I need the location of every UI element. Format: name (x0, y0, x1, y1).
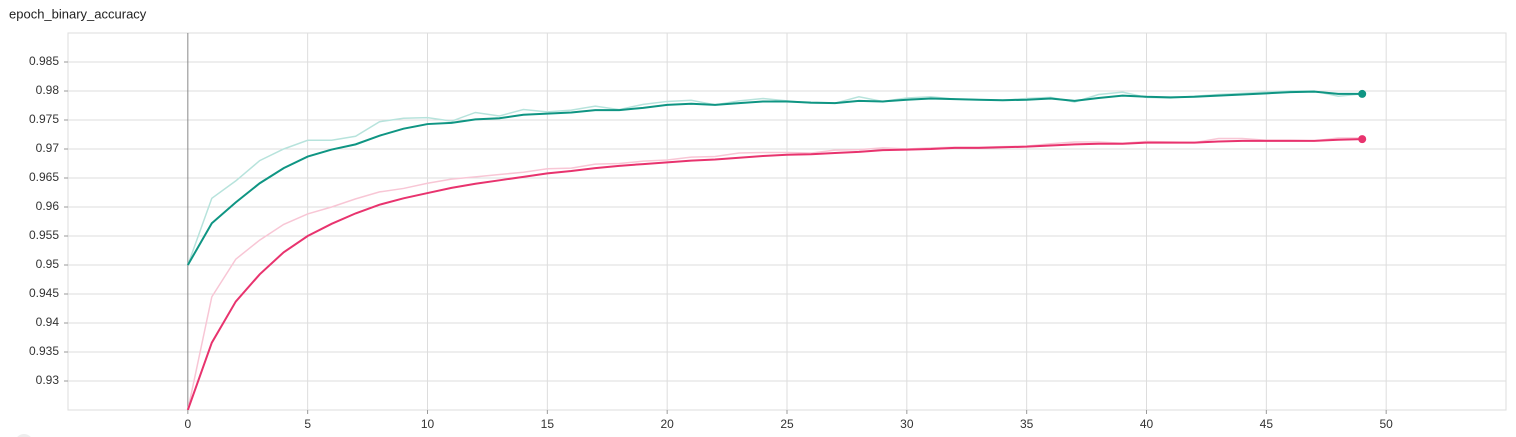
y-tick-label: 0.96 (36, 199, 60, 213)
x-tick-label: 20 (660, 417, 674, 431)
series-line (186, 138, 1363, 410)
x-tick-label: 30 (900, 417, 914, 431)
y-tick-label: 0.95 (36, 257, 60, 271)
y-tick-label: 0.985 (29, 54, 59, 68)
y-tick-label: 0.98 (36, 83, 60, 97)
y-tick-label: 0.935 (29, 344, 59, 358)
x-tick-label: 10 (421, 417, 435, 431)
chart-title: epoch_binary_accuracy (9, 6, 147, 21)
x-tick-label: 50 (1379, 417, 1393, 431)
x-tick-label: 45 (1260, 417, 1274, 431)
series-line (187, 137, 1363, 410)
y-tick-label: 0.94 (36, 315, 60, 329)
y-tick-label: 0.93 (36, 373, 60, 387)
y-tick-label: 0.97 (36, 141, 60, 155)
series-line (186, 90, 1363, 266)
y-tick-label: 0.945 (29, 286, 59, 300)
x-tick-label: 35 (1020, 417, 1034, 431)
x-tick-label: 5 (304, 417, 311, 431)
y-tick-label: 0.975 (29, 112, 59, 126)
x-tick-label: 15 (541, 417, 555, 431)
y-tick-label: 0.955 (29, 228, 59, 242)
x-tick-label: 25 (780, 417, 794, 431)
lines-layer (186, 90, 1363, 410)
y-tick-label: 0.965 (29, 170, 59, 184)
grid-layer (64, 33, 1506, 414)
x-tick-label: 0 (184, 417, 191, 431)
x-tick-label: 40 (1140, 417, 1154, 431)
decoration (17, 434, 31, 437)
end-point (1358, 89, 1367, 98)
end-point (1358, 135, 1367, 144)
